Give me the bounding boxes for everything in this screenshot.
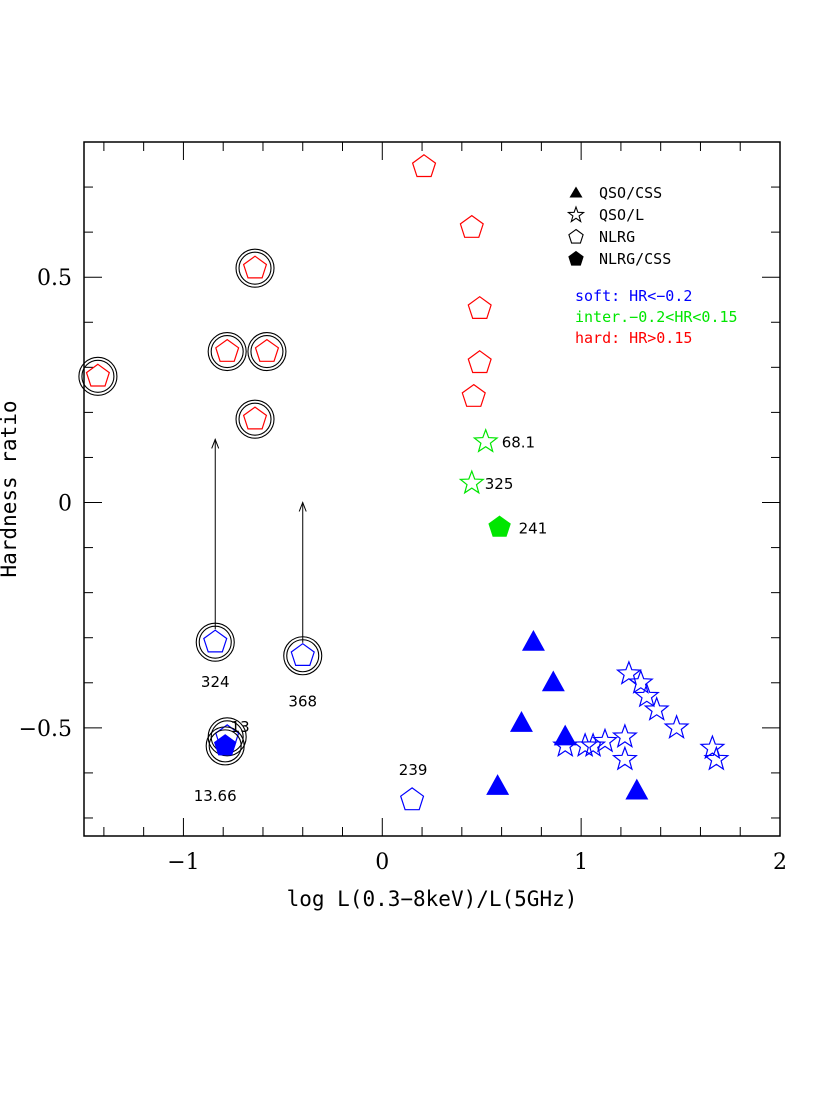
upper-limit-arrow-head bbox=[211, 438, 220, 449]
qso-css-triangle-point bbox=[521, 629, 545, 651]
circled-source-inner-ring bbox=[81, 359, 115, 393]
legend-label-qso-css: QSO/CSS bbox=[599, 184, 662, 202]
qso-l-star-point bbox=[472, 427, 499, 453]
circled-source-outer-ring bbox=[235, 399, 275, 439]
data-points bbox=[78, 154, 730, 811]
x-tick-label: 1 bbox=[574, 850, 588, 875]
point-label: 13.66 bbox=[194, 787, 237, 805]
nlrg-pentagon-point bbox=[399, 787, 425, 811]
qso-l-star-point bbox=[572, 732, 599, 758]
qso-css-triangle-point bbox=[486, 774, 510, 795]
nlrg-pentagon-point bbox=[215, 338, 240, 362]
point-label: 325 bbox=[485, 475, 514, 493]
qso-l-star-point bbox=[591, 727, 619, 753]
legend-class-soft: soft: HR<−0.2 bbox=[575, 287, 692, 305]
nlrg-pentagon-point bbox=[203, 629, 228, 653]
qso-l-star-point bbox=[580, 732, 607, 758]
qso-l-star-point bbox=[611, 723, 638, 749]
nlrg-pentagon-point bbox=[411, 154, 437, 178]
legend-label-nlrg: NLRG bbox=[599, 228, 635, 246]
circled-source-inner-ring bbox=[210, 335, 244, 369]
circled-source-outer-ring bbox=[195, 622, 235, 662]
circled-source-inner-ring bbox=[198, 625, 232, 659]
nlrg-pentagon-point bbox=[459, 214, 484, 238]
axis-tick-labels: −1 0 1 2 −0.5 0 0.5 bbox=[19, 266, 787, 875]
circled-source-outer-ring bbox=[247, 332, 287, 372]
nlrg-pentagon-point bbox=[290, 642, 315, 666]
qso-l-star-point bbox=[703, 745, 730, 771]
qso-css-triangle-point bbox=[625, 778, 649, 800]
legend-star-open-icon bbox=[566, 205, 586, 223]
qso-l-star-point bbox=[699, 734, 726, 760]
circled-source-inner-ring bbox=[208, 729, 242, 763]
x-tick-label: −1 bbox=[167, 850, 199, 875]
circled-source-outer-ring bbox=[207, 332, 247, 372]
legend-pentagon-open-icon bbox=[568, 228, 584, 244]
x-tick-label: 2 bbox=[773, 850, 787, 875]
qso-l-star-point bbox=[615, 660, 642, 685]
nlrg-pentagon-point bbox=[85, 363, 111, 387]
circled-source-outer-ring bbox=[205, 726, 245, 766]
legend-class-hard: hard: HR>0.15 bbox=[575, 329, 692, 347]
y-tick-label: −0.5 bbox=[19, 717, 72, 742]
nlrg-pentagon-point bbox=[461, 383, 486, 407]
point-label: 239 bbox=[399, 761, 428, 779]
point-label: 13 bbox=[231, 718, 250, 736]
axis-ticks bbox=[84, 142, 780, 836]
point-label: 324 bbox=[201, 673, 230, 691]
qso-l-star-point bbox=[611, 745, 638, 771]
legend-triangle-filled-icon bbox=[569, 186, 583, 198]
qso-l-star-point bbox=[627, 669, 654, 694]
circled-source-outer-ring bbox=[235, 248, 275, 288]
x-tick-label: 0 bbox=[375, 850, 389, 875]
point-annotations: 68.1 325 324 368 13 239 241 13.66 bbox=[194, 434, 548, 805]
nlrg-pentagon-point bbox=[242, 255, 268, 279]
legend-pentagon-filled-icon bbox=[568, 250, 584, 266]
qso-css-triangle-point bbox=[541, 670, 565, 692]
circled-source-inner-ring bbox=[250, 335, 284, 369]
plot-frame bbox=[83, 141, 781, 837]
qso-l-star-point bbox=[458, 469, 485, 495]
point-label: 368 bbox=[288, 693, 317, 711]
qso-l-star-point bbox=[643, 696, 670, 721]
legend: QSO/CSS QSO/L NLRG NLRG/CSS soft: HR<−0.… bbox=[566, 184, 738, 347]
circled-source-inner-ring bbox=[286, 639, 320, 673]
nlrg-pentagon-point bbox=[467, 295, 492, 319]
y-tick-label: 0 bbox=[58, 492, 72, 517]
nlrg-css-pentagon-point bbox=[213, 734, 237, 756]
circled-source-inner-ring bbox=[238, 402, 272, 436]
circled-source-outer-ring bbox=[283, 636, 323, 676]
y-axis-title: Hardness ratio bbox=[0, 400, 21, 577]
upper-limit-arrows bbox=[211, 438, 307, 643]
point-label: 68.1 bbox=[502, 434, 535, 452]
nlrg-css-pentagon-point bbox=[488, 515, 511, 537]
legend-label-nlrg-css: NLRG/CSS bbox=[599, 250, 671, 268]
circled-source-inner-ring bbox=[238, 251, 272, 285]
legend-class-inter: inter.−0.2<HR<0.15 bbox=[575, 308, 738, 326]
nlrg-pentagon-point bbox=[242, 406, 268, 430]
nlrg-pentagon-point bbox=[254, 338, 280, 362]
legend-label-qso-l: QSO/L bbox=[599, 206, 644, 224]
circled-source-outer-ring bbox=[78, 356, 118, 396]
point-label: 241 bbox=[519, 519, 548, 537]
qso-css-triangle-point bbox=[509, 711, 533, 732]
x-axis-title: log L(0.3−8keV)/L(5GHz) bbox=[287, 887, 578, 911]
upper-limit-arrow-head bbox=[298, 501, 307, 512]
y-tick-label: 0.5 bbox=[37, 266, 72, 291]
nlrg-pentagon-point bbox=[467, 350, 492, 374]
qso-l-star-point bbox=[663, 714, 690, 740]
qso-l-star-point bbox=[633, 682, 660, 708]
